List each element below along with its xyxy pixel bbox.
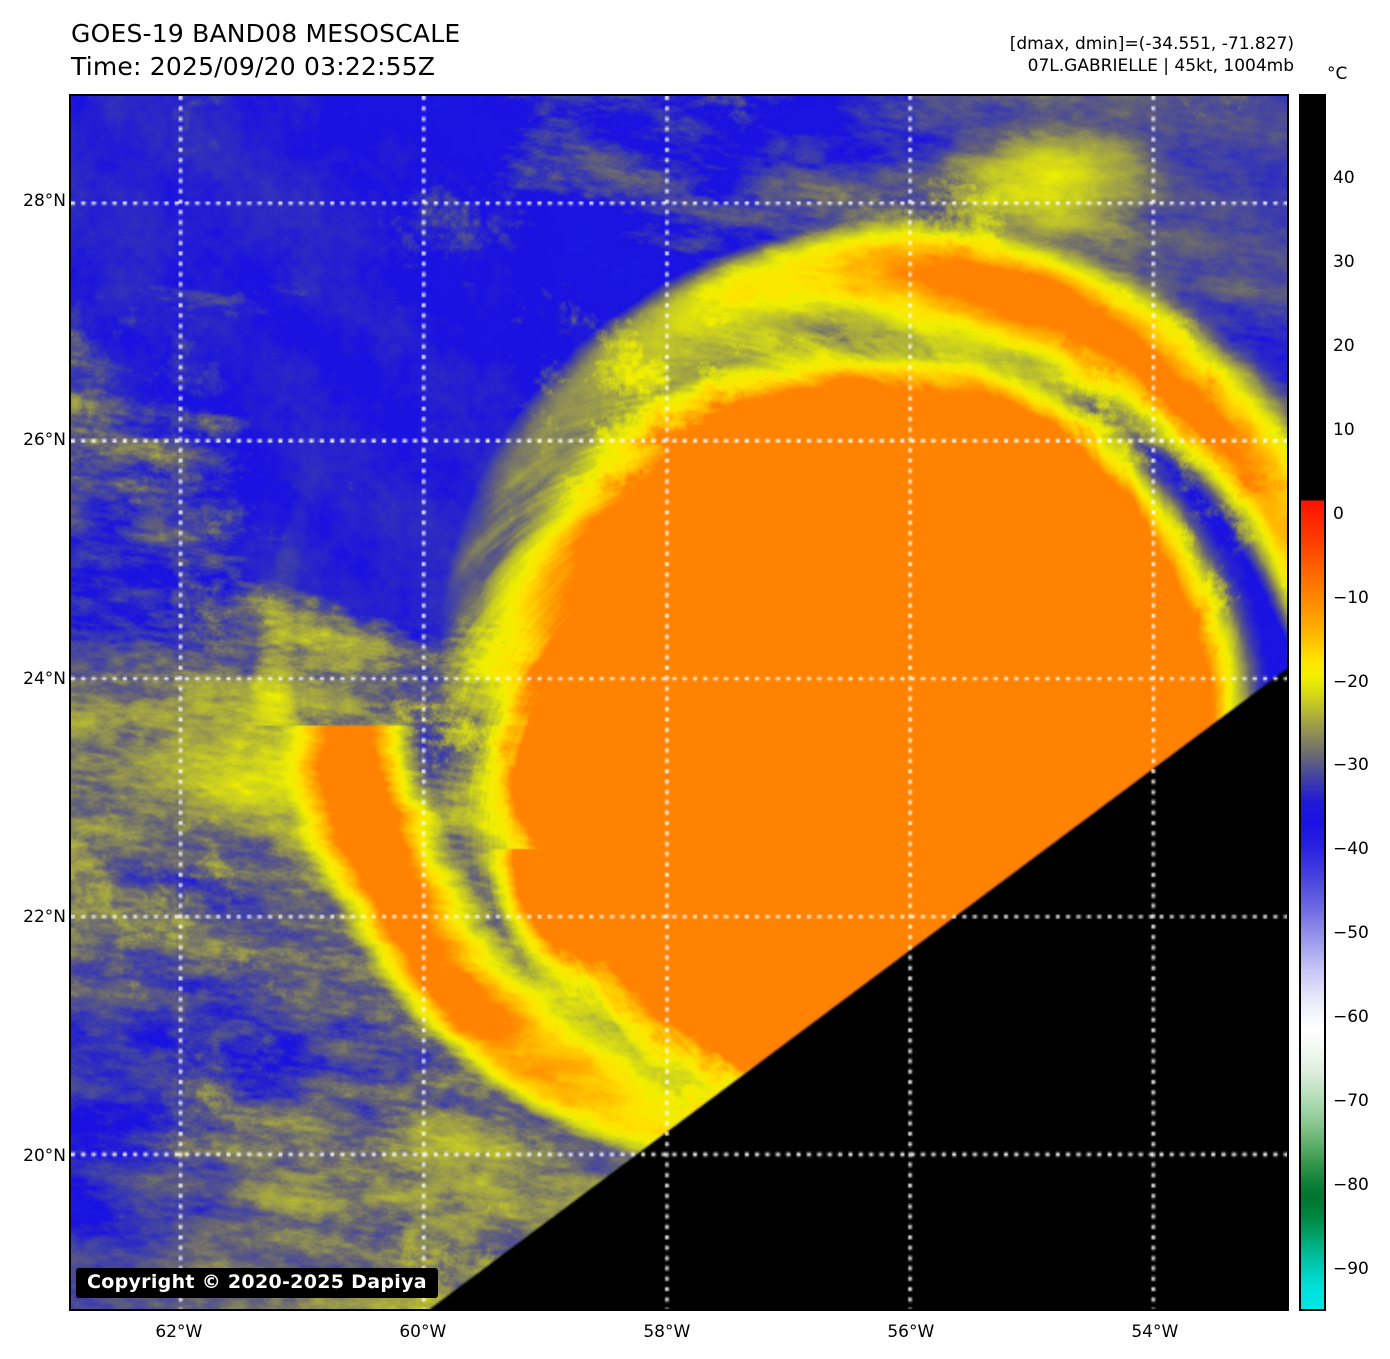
lon-tick-label: 54°W <box>1131 1322 1179 1342</box>
lat-tick-label: 28°N <box>23 191 66 212</box>
colorbar-tick-label: −20 <box>1333 671 1369 692</box>
lon-tick-label: 58°W <box>643 1322 691 1342</box>
temperature-colorbar <box>1299 94 1326 1311</box>
dmax-dmin-label: [dmax, dmin]=(-34.551, -71.827) <box>1009 34 1294 54</box>
colorbar-unit-label: °C <box>1327 64 1348 84</box>
colorbar-tick-label: −90 <box>1333 1259 1369 1280</box>
colorbar-tick-label: −80 <box>1333 1175 1369 1196</box>
lat-tick-label: 26°N <box>23 430 66 450</box>
lon-tick-label: 60°W <box>399 1322 447 1342</box>
colorbar-tick-label: −10 <box>1333 587 1369 608</box>
header-left: GOES-19 BAND08 MESOSCALE Time: 2025/09/2… <box>71 18 460 83</box>
colorbar-tick-label: 0 <box>1333 503 1344 524</box>
colorbar-tick-label: 10 <box>1333 419 1355 440</box>
storm-info-label: 07L.GABRIELLE | 45kt, 1004mb <box>1027 56 1294 77</box>
satellite-image-plot: Copyright © 2020-2025 Dapiya <box>69 94 1289 1311</box>
lat-tick-label: 20°N <box>23 1145 66 1166</box>
colorbar-tick-label: 20 <box>1333 335 1355 356</box>
satellite-imagery-canvas <box>71 96 1287 1309</box>
colorbar-tick-label: −50 <box>1333 923 1369 944</box>
colorbar-tick-label: −40 <box>1333 839 1369 860</box>
colorbar-tick-label: −60 <box>1333 1007 1369 1028</box>
lat-tick-label: 24°N <box>23 668 66 689</box>
header-right: [dmax, dmin]=(-34.551, -71.827) 07L.GABR… <box>1010 33 1294 78</box>
page-title: GOES-19 BAND08 MESOSCALE <box>71 19 461 48</box>
colorbar-tick-label: 40 <box>1333 167 1355 188</box>
copyright-badge: Copyright © 2020-2025 Dapiya <box>76 1268 438 1298</box>
timestamp-label: Time: 2025/09/20 03:22:55Z <box>71 51 436 81</box>
colorbar-tick-label: −30 <box>1333 755 1369 776</box>
colorbar-tick-label: −70 <box>1333 1091 1369 1112</box>
lat-tick-label: 22°N <box>23 907 66 928</box>
lon-tick-label: 62°W <box>155 1322 203 1342</box>
lon-tick-label: 56°W <box>887 1322 935 1342</box>
colorbar-tick-label: 30 <box>1333 251 1355 272</box>
